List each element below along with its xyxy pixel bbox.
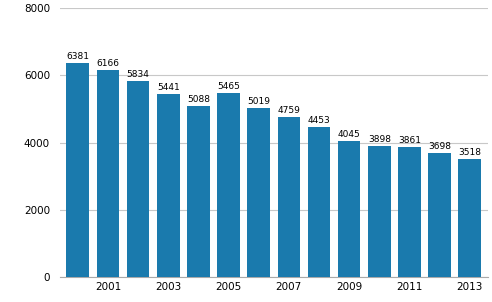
Text: 6381: 6381 <box>66 52 89 61</box>
Bar <box>308 127 330 277</box>
Bar <box>127 81 150 277</box>
Text: 5019: 5019 <box>247 98 270 107</box>
Bar <box>187 106 210 277</box>
Bar <box>157 94 180 277</box>
Bar <box>66 63 89 277</box>
Text: 3698: 3698 <box>428 142 451 151</box>
Text: 3861: 3861 <box>398 137 421 145</box>
Text: 4759: 4759 <box>277 106 300 115</box>
Text: 5834: 5834 <box>126 70 150 79</box>
Bar <box>96 70 119 277</box>
Text: 5465: 5465 <box>217 82 240 92</box>
Bar <box>217 93 240 277</box>
Text: 5441: 5441 <box>157 83 180 92</box>
Bar <box>459 159 481 277</box>
Text: 4045: 4045 <box>338 130 361 139</box>
Text: 4453: 4453 <box>308 117 330 126</box>
Text: 6166: 6166 <box>96 59 120 68</box>
Bar <box>368 146 391 277</box>
Text: 3518: 3518 <box>458 148 481 157</box>
Bar <box>398 147 421 277</box>
Text: 3898: 3898 <box>368 135 391 144</box>
Bar <box>338 141 361 277</box>
Bar <box>428 153 451 277</box>
Bar <box>247 108 270 277</box>
Text: 5088: 5088 <box>187 95 210 104</box>
Bar <box>277 117 300 277</box>
